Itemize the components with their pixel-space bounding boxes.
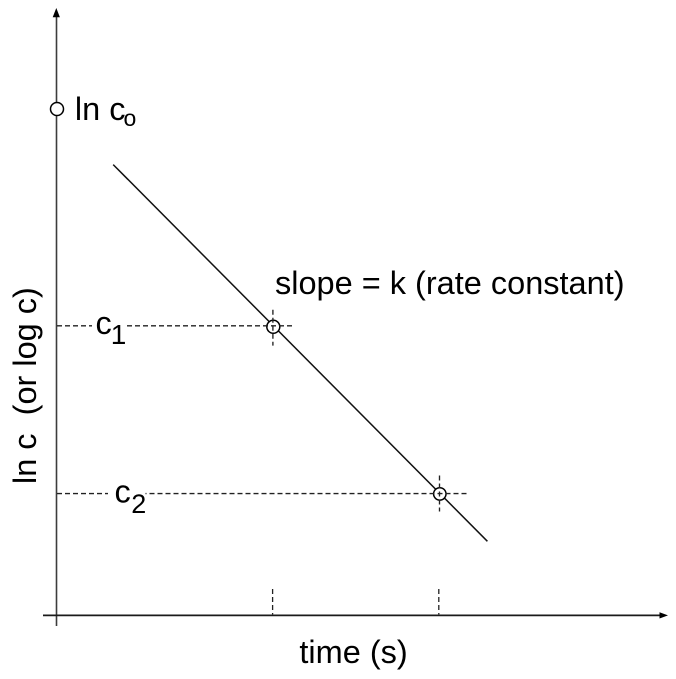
svg-text:time (s): time (s) [299,634,407,670]
svg-text:c: c [115,474,131,510]
svg-text:2: 2 [131,489,146,519]
svg-text:c: c [96,305,112,341]
svg-text:ln c (or log c): ln c (or log c) [7,287,43,484]
svg-text:slope = k (rate constant): slope = k (rate constant) [275,265,625,301]
svg-text:1: 1 [111,319,127,350]
svg-text:o: o [124,105,137,131]
svg-text:ln c: ln c [75,91,126,127]
